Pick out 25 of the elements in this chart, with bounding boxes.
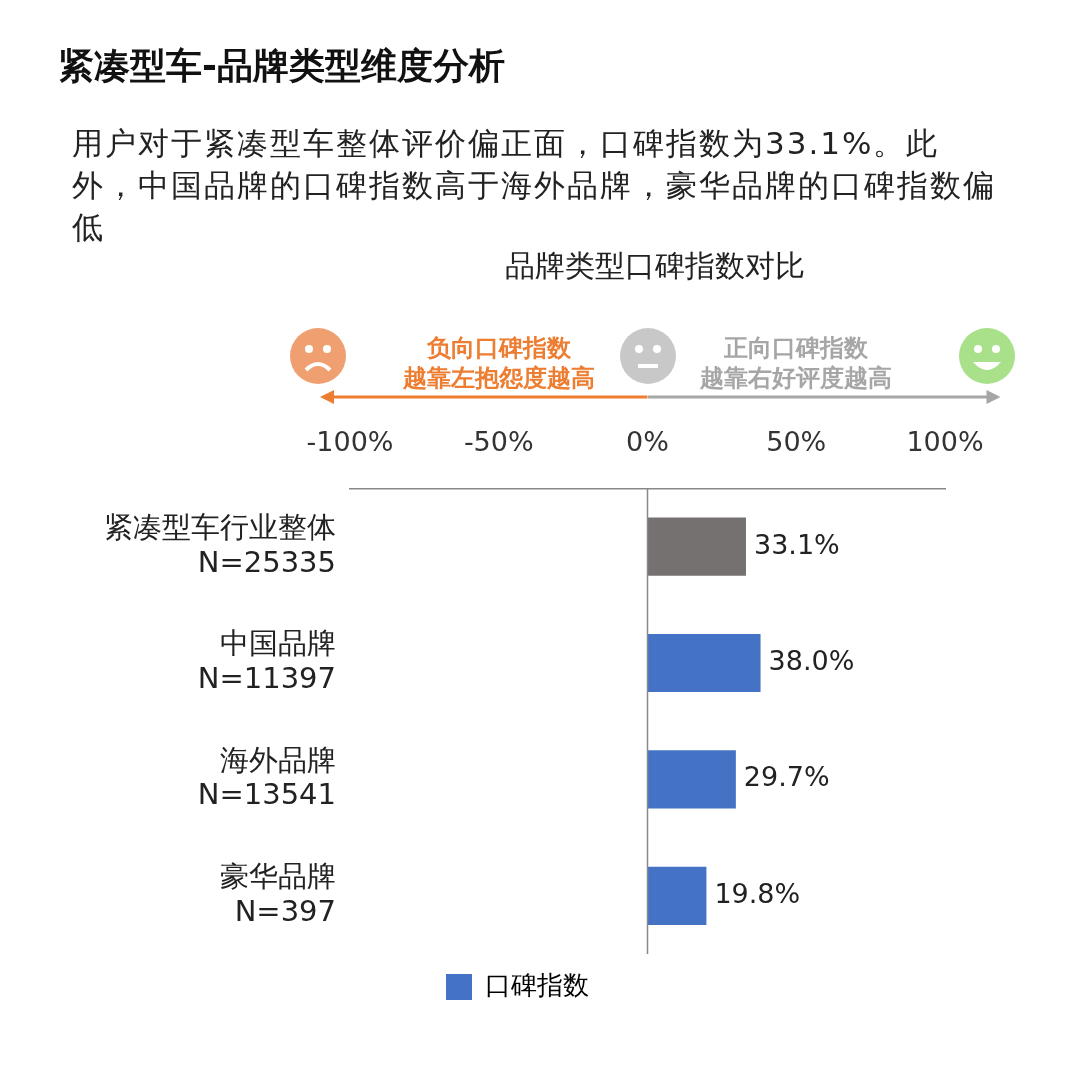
x-tick-label: 100%: [906, 426, 984, 458]
data-label: 38.0%: [768, 645, 855, 677]
y-tick-label: 海外品牌 N=13541: [197, 742, 336, 812]
chart-title: 紧凑型车-品牌类型维度分析: [58, 44, 505, 88]
x-tick-label: -100%: [306, 426, 394, 458]
text: 越靠左抱怨度越高: [401, 364, 595, 393]
data-label: 19.8%: [714, 877, 801, 909]
bar: [647, 866, 707, 925]
bar: [647, 750, 736, 809]
text: 正向口碑指数: [723, 334, 870, 363]
y-tick-label: 紧凑型车行业整体 N=25335: [104, 509, 336, 579]
data-label: 33.1%: [753, 528, 840, 560]
y-tick-label: 中国品牌 N=11397: [197, 626, 336, 695]
text: 负向口碑指数: [425, 334, 572, 363]
x-tick-label: -50%: [463, 426, 534, 458]
text: 品牌类型口碑指数对比: [504, 247, 806, 285]
bar: [647, 633, 761, 693]
legend-label: 口碑指数: [485, 969, 589, 1000]
x-tick-label: 0%: [626, 426, 669, 458]
x-tick-label: 50%: [766, 426, 827, 458]
text: 越靠右好评度越高: [699, 364, 893, 393]
chart-subtitle: 用户对于紧凑型车整体评价偏正面，口碑指数为33.1%。此外，中国品牌的口碑指数高于海外品牌，豪华品牌的口碑指数偏低: [72, 124, 997, 247]
bar: [647, 517, 746, 576]
y-tick-label: 豪华品牌 N=397: [220, 858, 336, 928]
data-label: 29.7%: [743, 761, 830, 793]
